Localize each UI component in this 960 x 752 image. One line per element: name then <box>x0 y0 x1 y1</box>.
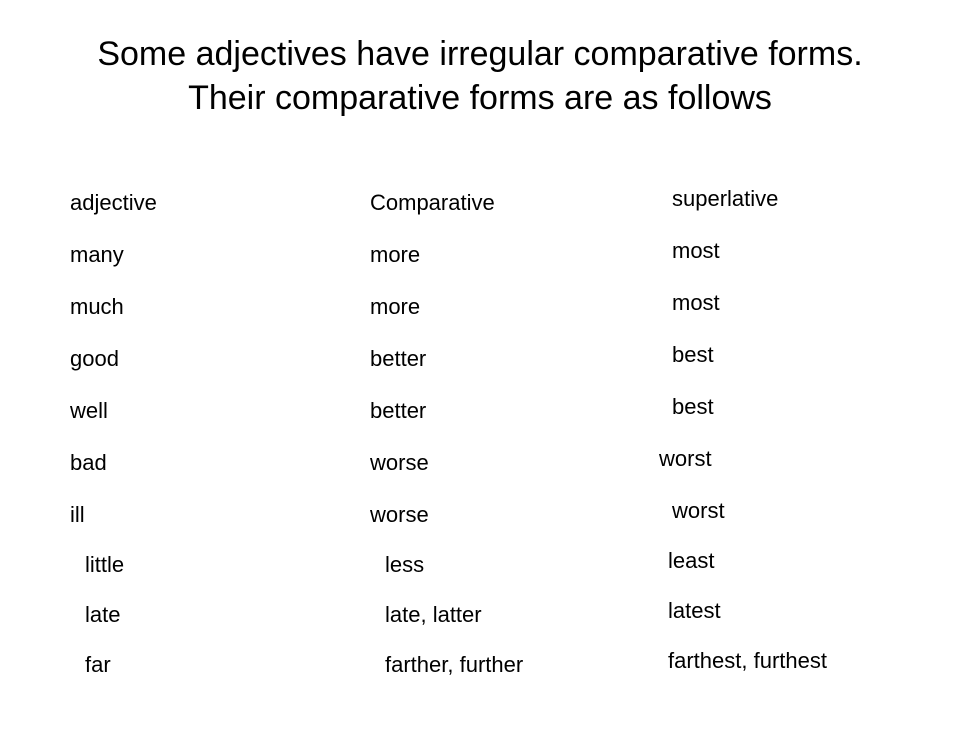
cell-adjective: late <box>85 604 120 626</box>
cell-comparative: late, latter <box>385 604 482 626</box>
cell-adjective: far <box>85 654 111 676</box>
cell-comparative: less <box>385 554 424 576</box>
cell-superlative: best <box>672 344 714 366</box>
cell-superlative: latest <box>668 600 721 622</box>
cell-superlative: worst <box>672 500 725 522</box>
title-line-2: Their comparative forms are as follows <box>188 79 772 117</box>
cell-adjective: much <box>70 296 124 318</box>
cell-comparative: better <box>370 348 426 370</box>
header-adjective: adjective <box>70 192 157 214</box>
cell-superlative: most <box>672 292 720 314</box>
cell-comparative: more <box>370 296 420 318</box>
cell-superlative: most <box>672 240 720 262</box>
title-line-1: Some adjectives have irregular comparati… <box>97 35 862 73</box>
cell-comparative: farther, further <box>385 654 523 676</box>
cell-superlative: farthest, furthest <box>668 650 827 672</box>
cell-adjective: bad <box>70 452 107 474</box>
cell-comparative: worse <box>370 452 429 474</box>
cell-comparative: more <box>370 244 420 266</box>
header-comparative: Comparative <box>370 192 495 214</box>
cell-superlative: best <box>672 396 714 418</box>
page-title: Some adjectives have irregular comparati… <box>0 32 960 120</box>
cell-adjective: many <box>70 244 124 266</box>
cell-superlative: least <box>668 550 714 572</box>
cell-adjective: well <box>70 400 108 422</box>
cell-adjective: good <box>70 348 119 370</box>
cell-superlative: worst <box>659 448 712 470</box>
cell-adjective: ill <box>70 504 85 526</box>
header-superlative: superlative <box>672 188 778 210</box>
cell-comparative: worse <box>370 504 429 526</box>
cell-adjective: little <box>85 554 124 576</box>
cell-comparative: better <box>370 400 426 422</box>
